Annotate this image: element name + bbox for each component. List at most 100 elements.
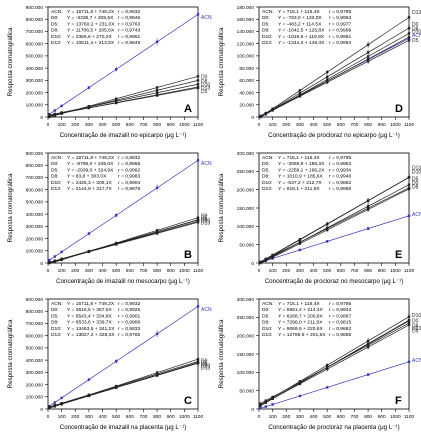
legend-r: r = 0,9904 (118, 180, 140, 186)
legend-equation: Y = -2939,0 + 324,9X (67, 167, 114, 173)
data-point (407, 315, 411, 318)
data-point (407, 176, 411, 179)
series-d13: D13 (48, 360, 210, 409)
legend-equation: Y = -3059,9 + 186,3X (278, 161, 325, 167)
legend-r: r = 0,9855 (329, 332, 351, 338)
legend-series-name: D5: (262, 313, 270, 319)
legend-r: r = 0,9934 (329, 167, 351, 173)
x-tick-label: 400 (99, 268, 107, 274)
legend-equation: Y = 11706,5 + 205,6X (67, 28, 115, 34)
series-end-label: D0 (201, 75, 208, 81)
x-tick-label: 400 (99, 122, 107, 128)
data-point (366, 339, 370, 343)
data-point (325, 79, 329, 83)
x-tick-label: 400 (310, 268, 318, 274)
series-end-label: D8 (201, 362, 208, 368)
series-line (49, 221, 199, 263)
legend-series-name: D8: (51, 320, 59, 326)
legend-equation: Y = 15711,8 + 749,2X (67, 301, 115, 307)
x-tick-label: 0 (258, 414, 261, 420)
data-point (60, 402, 63, 405)
data-point (87, 232, 91, 235)
x-tick-label: 900 (378, 414, 386, 420)
legend-r: r = 0,9943 (329, 307, 351, 313)
series-end-label: D8 (201, 79, 208, 85)
y-tick-label: 0 (40, 407, 43, 413)
y-tick-label: 160.000 (237, 17, 255, 23)
data-point (87, 378, 91, 381)
equation-legend: ACN: Y = 715,1 + 116,4X r = 0,9785 D0: Y = 6… (262, 301, 351, 338)
legend-equation: Y = 715,1 + 116,4X (278, 9, 320, 15)
x-tick-label: 300 (296, 122, 304, 128)
legend-equation: Y = 3616,5 + 367,5X (67, 307, 113, 313)
data-point (60, 250, 63, 254)
legend-r: r = 0,9932 (118, 155, 140, 161)
series-end-label: D10 (412, 169, 421, 175)
y-tick-label: 0 (40, 261, 43, 267)
data-point (271, 253, 274, 257)
series-line (260, 177, 410, 263)
series-line (260, 17, 410, 118)
series-line (260, 184, 410, 264)
legend-equation: Y = -3336,7 + 305,5X (67, 15, 114, 21)
data-point (196, 85, 200, 89)
y-tick-label: 200.000 (26, 90, 44, 96)
legend-series-name: D0: (262, 307, 270, 313)
data-point (298, 89, 302, 92)
legend-series-name: D13: (262, 186, 272, 192)
x-tick-label: 700 (350, 414, 358, 420)
legend-r: r = 0,9785 (329, 155, 351, 161)
x-tick-label: 0 (47, 414, 50, 420)
x-axis-label: Concentração de imazalil no epicarpo (μg… (60, 132, 187, 139)
y-tick-label: 200.000 (237, 333, 255, 339)
y-tick-label: 200.000 (26, 236, 44, 242)
y-tick-label: 800.000 (26, 17, 44, 23)
legend-series-name: ACN: (51, 301, 63, 307)
legend-r: r = 0,9961 (329, 34, 351, 40)
series-end-label: D10 (412, 313, 421, 319)
x-tick-label: 500 (112, 268, 120, 274)
legend-r: r = 0,9983 (118, 174, 140, 180)
y-tick-label: 300.000 (26, 370, 44, 376)
legend-series-name: ACN: (51, 155, 63, 161)
data-point (155, 86, 159, 89)
series-end-label: D5 (412, 329, 419, 335)
series-end-label: D8 (201, 217, 208, 223)
x-tick-label: 400 (310, 122, 318, 128)
x-tick-label: 100 (58, 414, 66, 420)
y-tick-label: 150.000 (237, 206, 255, 212)
y-axis-label: Resposta cromatográfica (7, 173, 14, 242)
data-point (407, 16, 411, 19)
series-end-label: D0 (201, 214, 208, 220)
series-end-label: ACN (201, 307, 212, 313)
legend-series-name: D10: (51, 180, 61, 186)
equation-legend: ACN: Y = 15711,8 + 749,2X r = 0,9932 D0: Y =… (51, 301, 140, 338)
data-point (325, 222, 329, 226)
x-tick-label: 800 (364, 122, 372, 128)
data-point (155, 230, 159, 233)
y-tick-label: 300.000 (26, 78, 44, 84)
legend-r: r = 0,9743 (118, 28, 140, 34)
y-tick-label: 400.000 (26, 212, 44, 218)
y-tick-label: 0 (40, 115, 43, 121)
series-end-label: ACN (201, 161, 212, 167)
x-tick-label: 300 (296, 268, 304, 274)
data-point (60, 111, 63, 115)
x-tick-label: 300 (85, 122, 93, 128)
series-end-label: D5 (201, 215, 208, 221)
data-point (155, 332, 159, 336)
series-end-label: D8 (412, 26, 419, 32)
data-point (271, 403, 274, 406)
series-d13: D13 (48, 217, 210, 264)
series-acn: ACN (259, 358, 421, 410)
legend-series-name: D10: (51, 326, 61, 332)
y-tick-label: 80.000 (239, 66, 254, 72)
y-tick-label: 50.000 (239, 242, 254, 248)
legend-r: r = 0,9925 (118, 307, 140, 313)
y-tick-label: 100.000 (26, 395, 44, 401)
legend-equation: Y = -1642,5 + 125,8X (278, 28, 325, 34)
legend-series-name: D5: (51, 313, 59, 319)
legend-r: r = 0,9901 (118, 313, 140, 319)
chart-panel-c: 0 100.000 200.000 300.000 400.000 500.000 600.… (7, 297, 212, 431)
